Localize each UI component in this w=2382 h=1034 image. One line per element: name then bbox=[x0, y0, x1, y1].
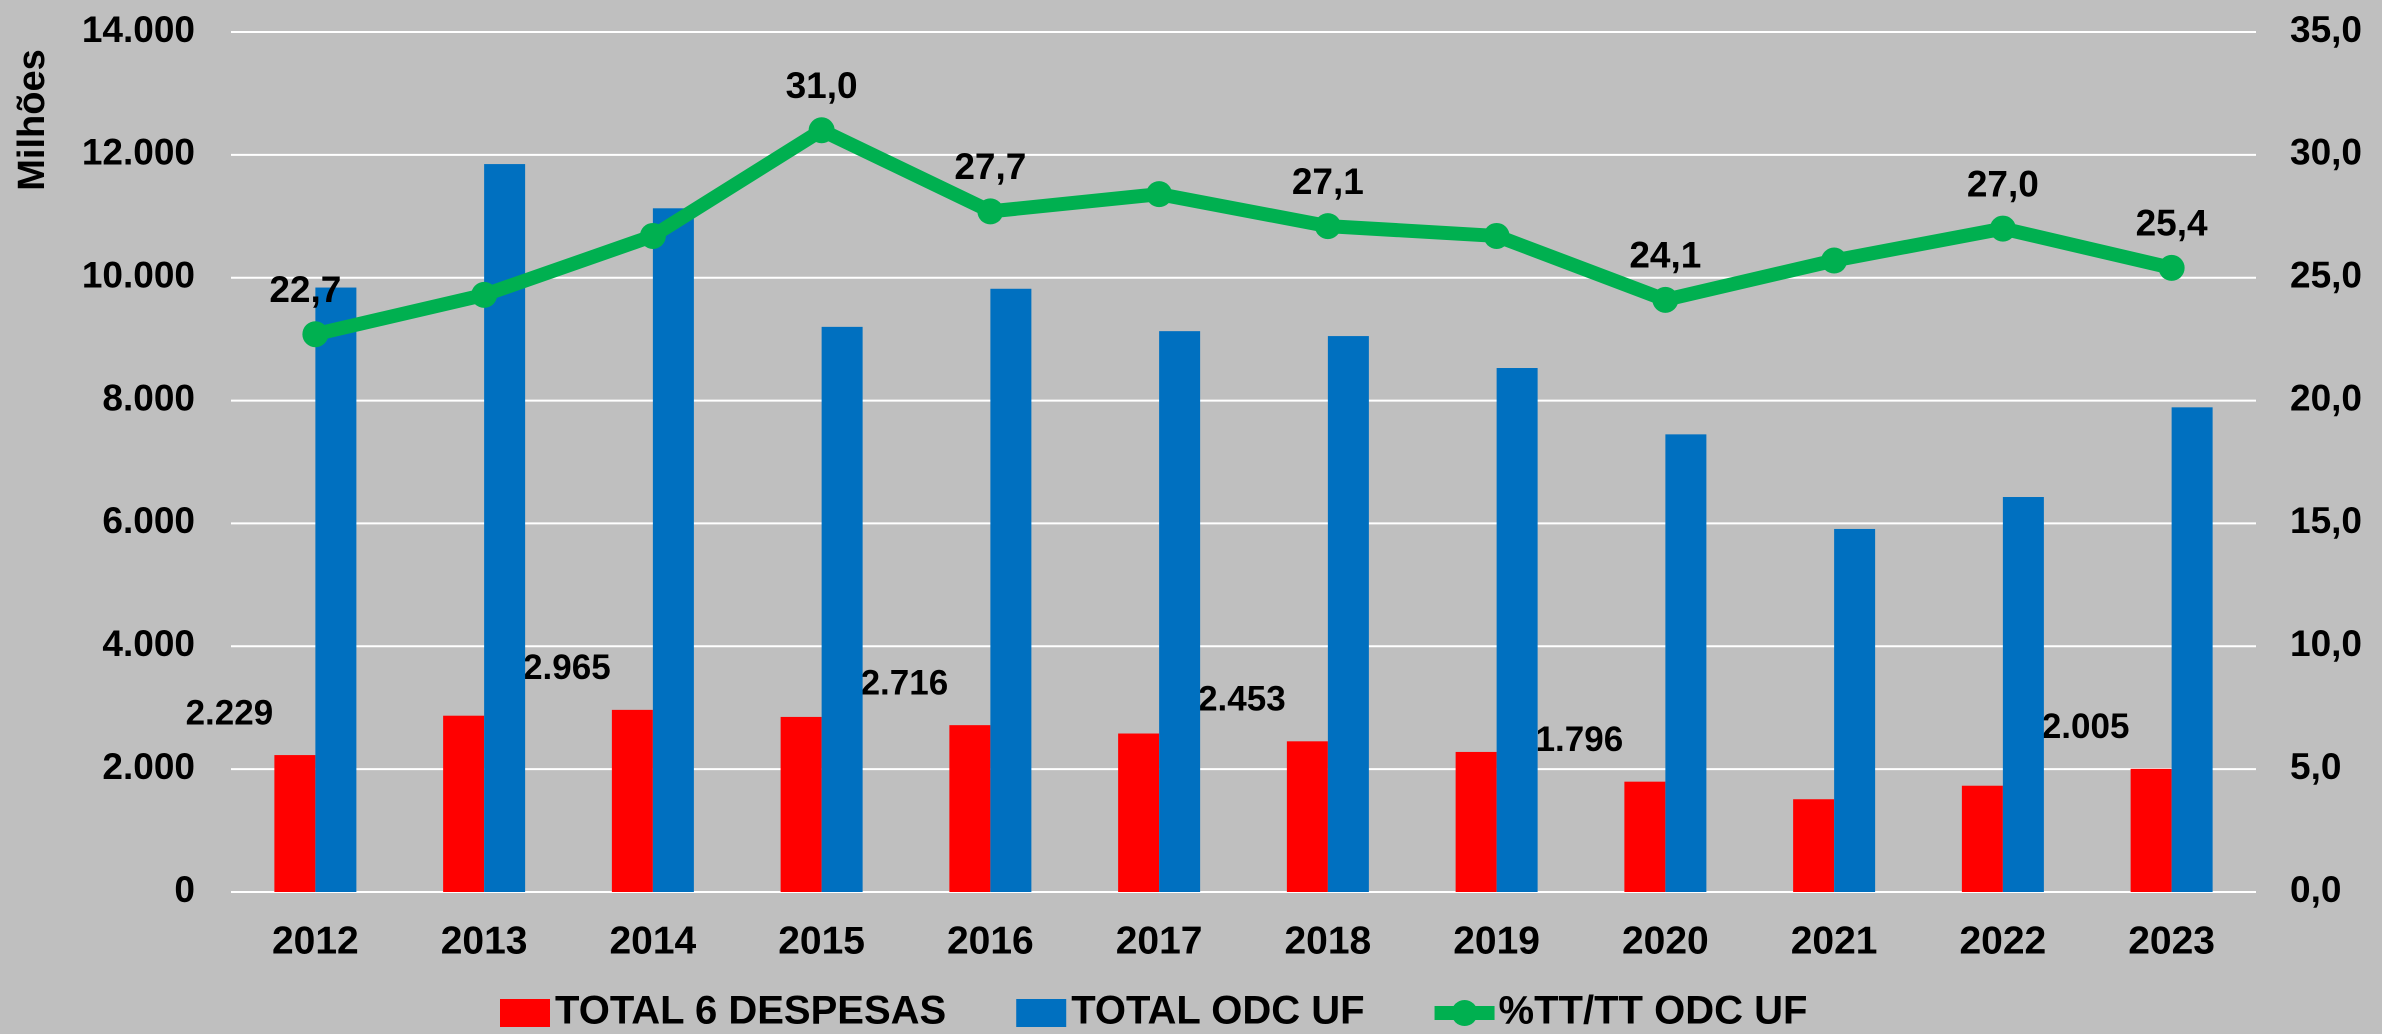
data-label: 27,7 bbox=[954, 146, 1026, 187]
y-tick-label: 2.000 bbox=[102, 746, 195, 787]
data-label: 2.453 bbox=[1198, 680, 1286, 719]
data-label: 27,1 bbox=[1292, 161, 1364, 202]
line-marker bbox=[2158, 254, 2185, 281]
bar bbox=[949, 725, 991, 892]
data-label: 2.229 bbox=[186, 693, 274, 732]
bar bbox=[611, 709, 653, 892]
bar bbox=[990, 288, 1032, 892]
bar bbox=[2171, 407, 2213, 892]
bar bbox=[443, 715, 485, 892]
bar bbox=[2002, 497, 2044, 892]
y-tick-label: 0 bbox=[174, 869, 195, 910]
x-tick-label: 2019 bbox=[1453, 919, 1540, 962]
y-axis-label: Milhões bbox=[11, 49, 53, 190]
line-marker bbox=[808, 117, 835, 144]
data-label: 2.716 bbox=[861, 663, 949, 702]
bar bbox=[821, 326, 863, 892]
x-tick-label: 2020 bbox=[1622, 919, 1709, 962]
y2-tick-label: 10,0 bbox=[2290, 623, 2362, 664]
x-tick-label: 2014 bbox=[609, 919, 696, 962]
bar bbox=[315, 287, 357, 892]
line-marker bbox=[1314, 213, 1341, 240]
legend-label: TOTAL ODC UF bbox=[1071, 989, 1364, 1033]
bar bbox=[780, 716, 822, 892]
line-marker bbox=[302, 321, 329, 348]
y2-tick-label: 30,0 bbox=[2290, 132, 2362, 173]
y-tick-label: 8.000 bbox=[102, 377, 195, 418]
x-tick-label: 2012 bbox=[272, 919, 359, 962]
line-marker bbox=[977, 198, 1004, 225]
bar bbox=[274, 755, 316, 892]
bar bbox=[1159, 331, 1201, 893]
data-label: 2.965 bbox=[523, 648, 611, 687]
x-tick-label: 2018 bbox=[1284, 919, 1371, 962]
data-label: 2.005 bbox=[2042, 707, 2130, 746]
bar bbox=[1665, 434, 1707, 892]
bar bbox=[1624, 781, 1666, 892]
y-tick-label: 6.000 bbox=[102, 500, 195, 541]
y-tick-label: 4.000 bbox=[102, 623, 195, 664]
y-tick-label: 14.000 bbox=[82, 9, 195, 50]
data-label: 31,0 bbox=[786, 65, 858, 106]
x-tick-label: 2022 bbox=[1959, 919, 2046, 962]
bar bbox=[1327, 336, 1369, 893]
line-marker bbox=[1483, 222, 1510, 249]
bar bbox=[484, 164, 526, 893]
bar bbox=[1118, 733, 1160, 892]
line bbox=[313, 123, 2174, 342]
x-tick-label: 2017 bbox=[1116, 919, 1203, 962]
y2-tick-label: 15,0 bbox=[2290, 500, 2362, 541]
bar bbox=[652, 208, 694, 893]
line-marker bbox=[1821, 247, 1848, 274]
legend-label: %TT/TT ODC UF bbox=[1499, 989, 1808, 1033]
x-tick-label: 2016 bbox=[947, 919, 1034, 962]
data-label: 25,4 bbox=[2136, 203, 2208, 244]
legend-label: TOTAL 6 DESPESAS bbox=[555, 989, 946, 1033]
data-label: 22,7 bbox=[269, 269, 341, 310]
line-marker bbox=[1989, 215, 2016, 242]
y2-tick-label: 25,0 bbox=[2290, 254, 2362, 295]
line-marker bbox=[471, 281, 498, 308]
y-tick-label: 10.000 bbox=[82, 254, 195, 295]
bar bbox=[1496, 368, 1538, 892]
x-tick-label: 2023 bbox=[2128, 919, 2215, 962]
bar bbox=[1961, 785, 2003, 892]
x-tick-label: 2015 bbox=[778, 919, 865, 962]
bar bbox=[2130, 768, 2172, 892]
data-label: 1.796 bbox=[1536, 720, 1624, 759]
bar bbox=[1834, 528, 1876, 892]
line-marker bbox=[1652, 286, 1679, 313]
y2-tick-label: 35,0 bbox=[2290, 9, 2362, 50]
legend-swatch bbox=[1016, 999, 1067, 1027]
data-label: 27,0 bbox=[1967, 163, 2039, 204]
y2-tick-label: 5,0 bbox=[2290, 746, 2341, 787]
y2-tick-label: 20,0 bbox=[2290, 377, 2362, 418]
x-tick-label: 2013 bbox=[441, 919, 528, 962]
bar bbox=[1286, 741, 1328, 892]
x-tick-label: 2021 bbox=[1791, 919, 1878, 962]
bar bbox=[1793, 799, 1835, 892]
y2-tick-label: 0,0 bbox=[2290, 869, 2341, 910]
legend-swatch bbox=[500, 999, 550, 1027]
line-marker bbox=[639, 222, 666, 249]
line-marker bbox=[1146, 181, 1173, 208]
legend-swatch bbox=[1451, 1000, 1478, 1026]
data-label: 24,1 bbox=[1629, 235, 1701, 276]
bar bbox=[1455, 751, 1497, 892]
y-tick-label: 12.000 bbox=[82, 132, 195, 173]
